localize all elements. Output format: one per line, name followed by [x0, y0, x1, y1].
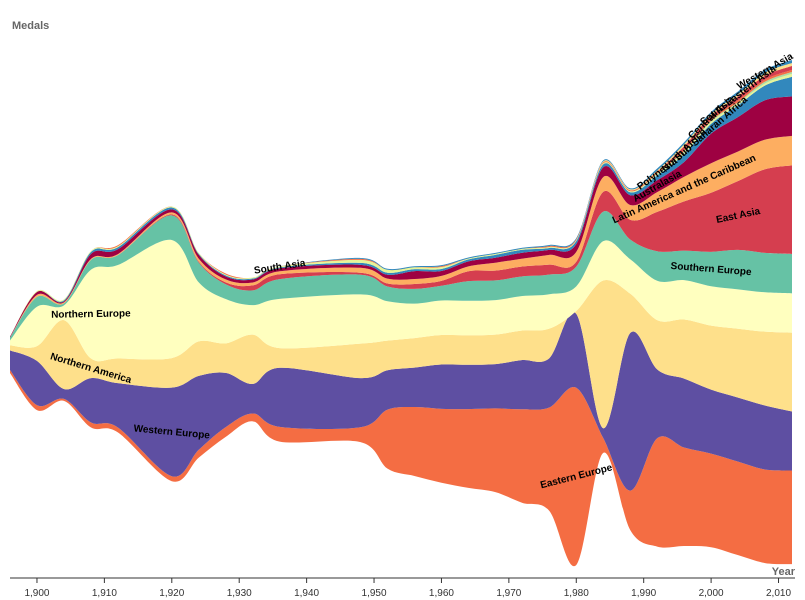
stream-layer	[10, 370, 792, 567]
x-tick-label: 2,000	[699, 588, 724, 599]
stream-layer	[10, 312, 792, 491]
x-axis-title: Year	[772, 566, 796, 578]
x-tick-label: 2,010	[766, 588, 791, 599]
x-tick-label: 1,910	[92, 588, 117, 599]
x-tick-label: 1,950	[362, 588, 387, 599]
areas	[10, 60, 792, 567]
x-tick-label: 1,930	[227, 588, 252, 599]
x-tick-label: 1,980	[564, 588, 589, 599]
x-tick-label: 1,900	[24, 588, 49, 599]
x-tick-label: 1,970	[496, 588, 521, 599]
layer-label: Northern Europe	[51, 308, 131, 320]
y-axis-title: Medals	[12, 20, 49, 32]
x-tick-label: 1,990	[631, 588, 656, 599]
stream-layer	[10, 239, 792, 362]
x-tick-label: 1,920	[159, 588, 184, 599]
stream-layer	[10, 279, 792, 429]
x-axis: 1,900 1,910 1,920 1,930 1,940 1,950 1,960 1,970…	[10, 577, 795, 599]
stream-layer	[10, 211, 792, 341]
stream-layer	[10, 165, 792, 338]
x-tick-label: 1,940	[294, 588, 319, 599]
x-tick-label: 1,960	[429, 588, 454, 599]
